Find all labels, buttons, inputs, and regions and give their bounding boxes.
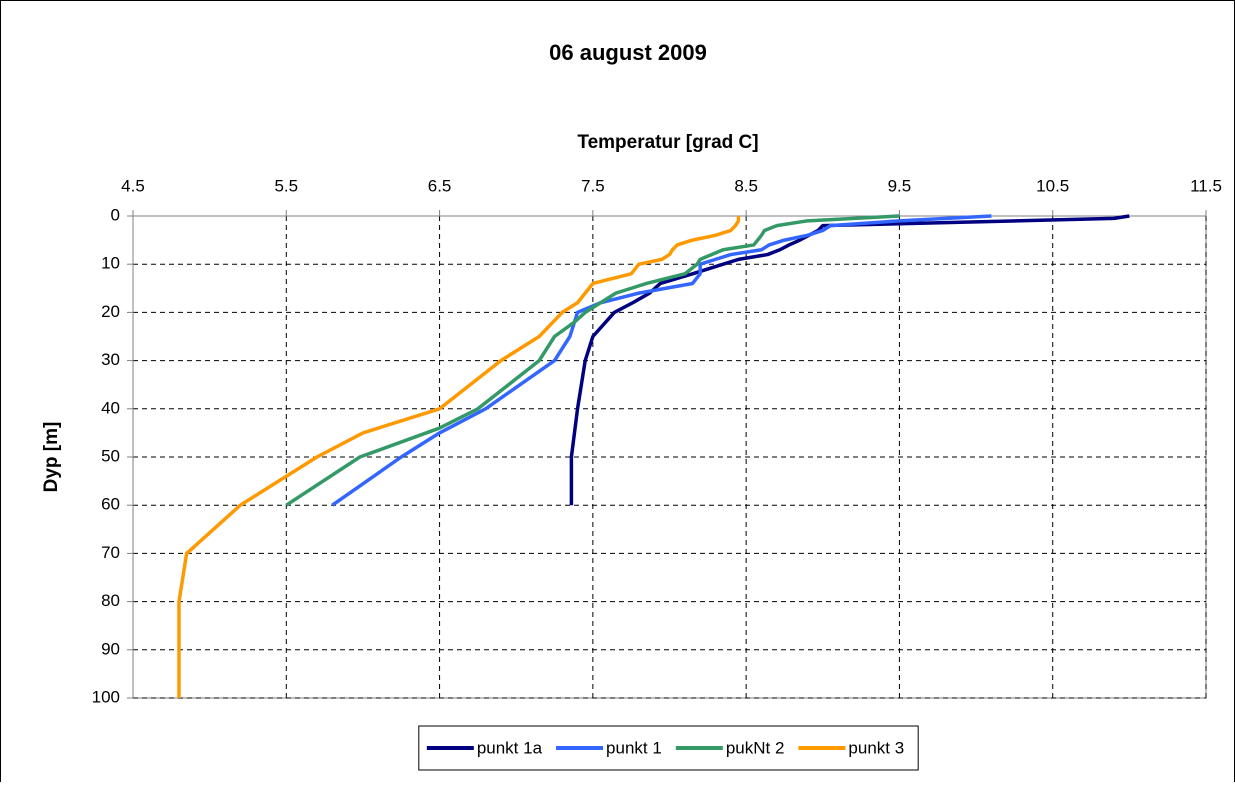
y-axis-title: Dyp [m]: [41, 422, 62, 493]
y-tick-label: 70: [101, 543, 120, 562]
x-tick-label: 10.5: [1036, 176, 1069, 195]
y-tick-label: 40: [101, 398, 120, 417]
series-line: [331, 214, 992, 507]
legend: punkt 1a punkt 1 pukNt 2 punkt 3: [418, 725, 919, 771]
y-tick-label: 50: [101, 446, 120, 465]
chart-title: 06 august 2009: [549, 40, 707, 65]
x-tick-label: 11.5: [1190, 176, 1222, 195]
x-tick-label: 8.5: [734, 176, 758, 195]
x-tick-label: 7.5: [581, 176, 605, 195]
y-tick-label: 60: [101, 495, 120, 514]
legend-label: punkt 1: [606, 738, 662, 757]
x-tick-label: 5.5: [274, 176, 298, 195]
y-tick-label: 90: [101, 639, 120, 658]
legend-label: punkt 1a: [477, 738, 543, 757]
series-line: [177, 216, 741, 698]
y-tick-label: 100: [92, 687, 120, 706]
x-axis-title: Temperatur [grad C]: [577, 132, 758, 153]
x-tick-label: 4.5: [121, 176, 145, 195]
y-tick-label: 0: [111, 205, 120, 224]
y-tick-label: 10: [101, 254, 120, 273]
y-tick-label: 80: [101, 591, 120, 610]
legend-label: pukNt 2: [726, 738, 785, 757]
x-tick-label: 6.5: [428, 176, 452, 195]
legend-label: punkt 3: [848, 738, 904, 757]
y-tick-label: 30: [101, 350, 120, 369]
y-tick-label: 20: [101, 302, 120, 321]
series-line: [285, 214, 900, 507]
x-tick-label: 9.5: [888, 176, 912, 195]
